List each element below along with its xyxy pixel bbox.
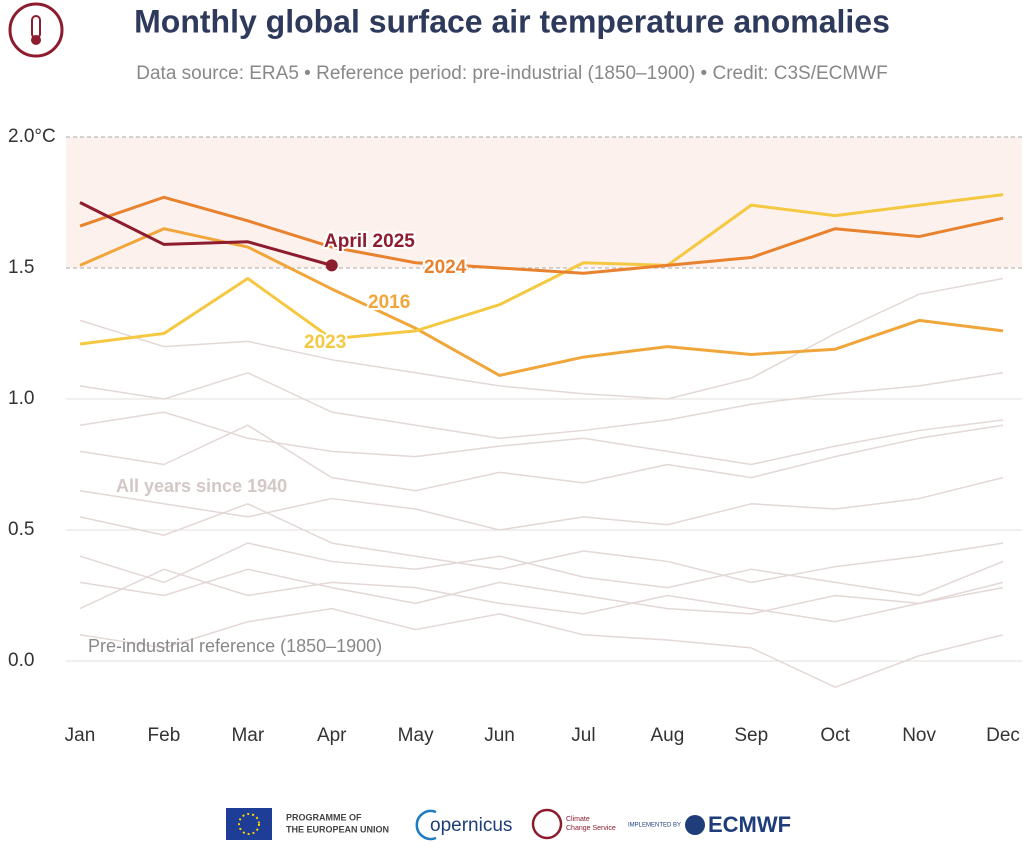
c3s-text: Change Service bbox=[566, 825, 616, 832]
background-line bbox=[79, 424, 1004, 492]
series-line bbox=[79, 195, 1004, 275]
x-tick-label: May bbox=[398, 725, 434, 746]
end-point bbox=[325, 259, 338, 272]
x-tick-label: Mar bbox=[231, 725, 264, 746]
x-tick-label: Oct bbox=[820, 725, 850, 746]
series-line bbox=[79, 227, 1004, 377]
y-tick-label: 2.0°C bbox=[8, 126, 56, 147]
x-tick-label: Sep bbox=[734, 725, 768, 746]
x-tick-label: Dec bbox=[986, 725, 1020, 746]
ecmwf-text: ECMWF bbox=[708, 812, 791, 837]
threshold-band bbox=[66, 137, 1022, 268]
chart-title: Monthly global surface air temperature a… bbox=[134, 3, 890, 39]
series-label: 2023 bbox=[304, 332, 346, 353]
background-line bbox=[79, 542, 1004, 597]
x-tick-label: Aug bbox=[650, 725, 684, 746]
c3s-text: Climate bbox=[566, 816, 590, 823]
series-label: April 2025 bbox=[324, 231, 415, 252]
annotation: Pre-industrial reference (1850–1900) bbox=[88, 636, 382, 656]
background-line bbox=[79, 568, 1004, 615]
y-tick-label: 0.0 bbox=[8, 650, 34, 671]
series-line bbox=[79, 193, 1004, 346]
background-line bbox=[79, 372, 1004, 440]
background-line bbox=[79, 568, 1004, 623]
background-line bbox=[79, 476, 1004, 531]
series-label: 2016 bbox=[368, 292, 410, 313]
x-tick-label: Nov bbox=[902, 725, 936, 746]
series-label: 2024 bbox=[424, 257, 467, 278]
y-tick-label: 0.5 bbox=[8, 519, 34, 540]
logo bbox=[8, 2, 64, 58]
background-line bbox=[79, 607, 1004, 688]
x-tick-label: Feb bbox=[148, 725, 181, 746]
x-tick-label: Apr bbox=[317, 725, 347, 746]
chart-subtitle: Data source: ERA5 • Reference period: pr… bbox=[136, 63, 887, 84]
y-tick-label: 1.0 bbox=[8, 388, 34, 409]
annotation: All years since 1940 bbox=[116, 476, 287, 496]
footer-logos: PROGRAMME OF THE EUROPEAN UNION opernicu… bbox=[226, 808, 791, 841]
y-tick-label: 1.5 bbox=[8, 257, 34, 278]
x-tick-label: Jan bbox=[65, 725, 96, 746]
eu-text: PROGRAMME OF bbox=[286, 812, 362, 822]
background-line bbox=[79, 503, 1004, 584]
x-tick-label: Jul bbox=[571, 725, 595, 746]
copernicus-text: opernicus bbox=[430, 815, 512, 836]
series-line bbox=[79, 201, 333, 267]
background-line bbox=[79, 411, 1004, 466]
eu-text: THE EUROPEAN UNION bbox=[286, 824, 389, 834]
x-tick-label: Jun bbox=[484, 725, 515, 746]
background-line bbox=[79, 277, 1004, 400]
plot: 0.0 0.5 1.0 1.5 2.0°C Jan Feb Mar Apr May Jun Jul Au… bbox=[8, 126, 1022, 746]
implemented-text: IMPLEMENTED BY bbox=[628, 823, 681, 829]
